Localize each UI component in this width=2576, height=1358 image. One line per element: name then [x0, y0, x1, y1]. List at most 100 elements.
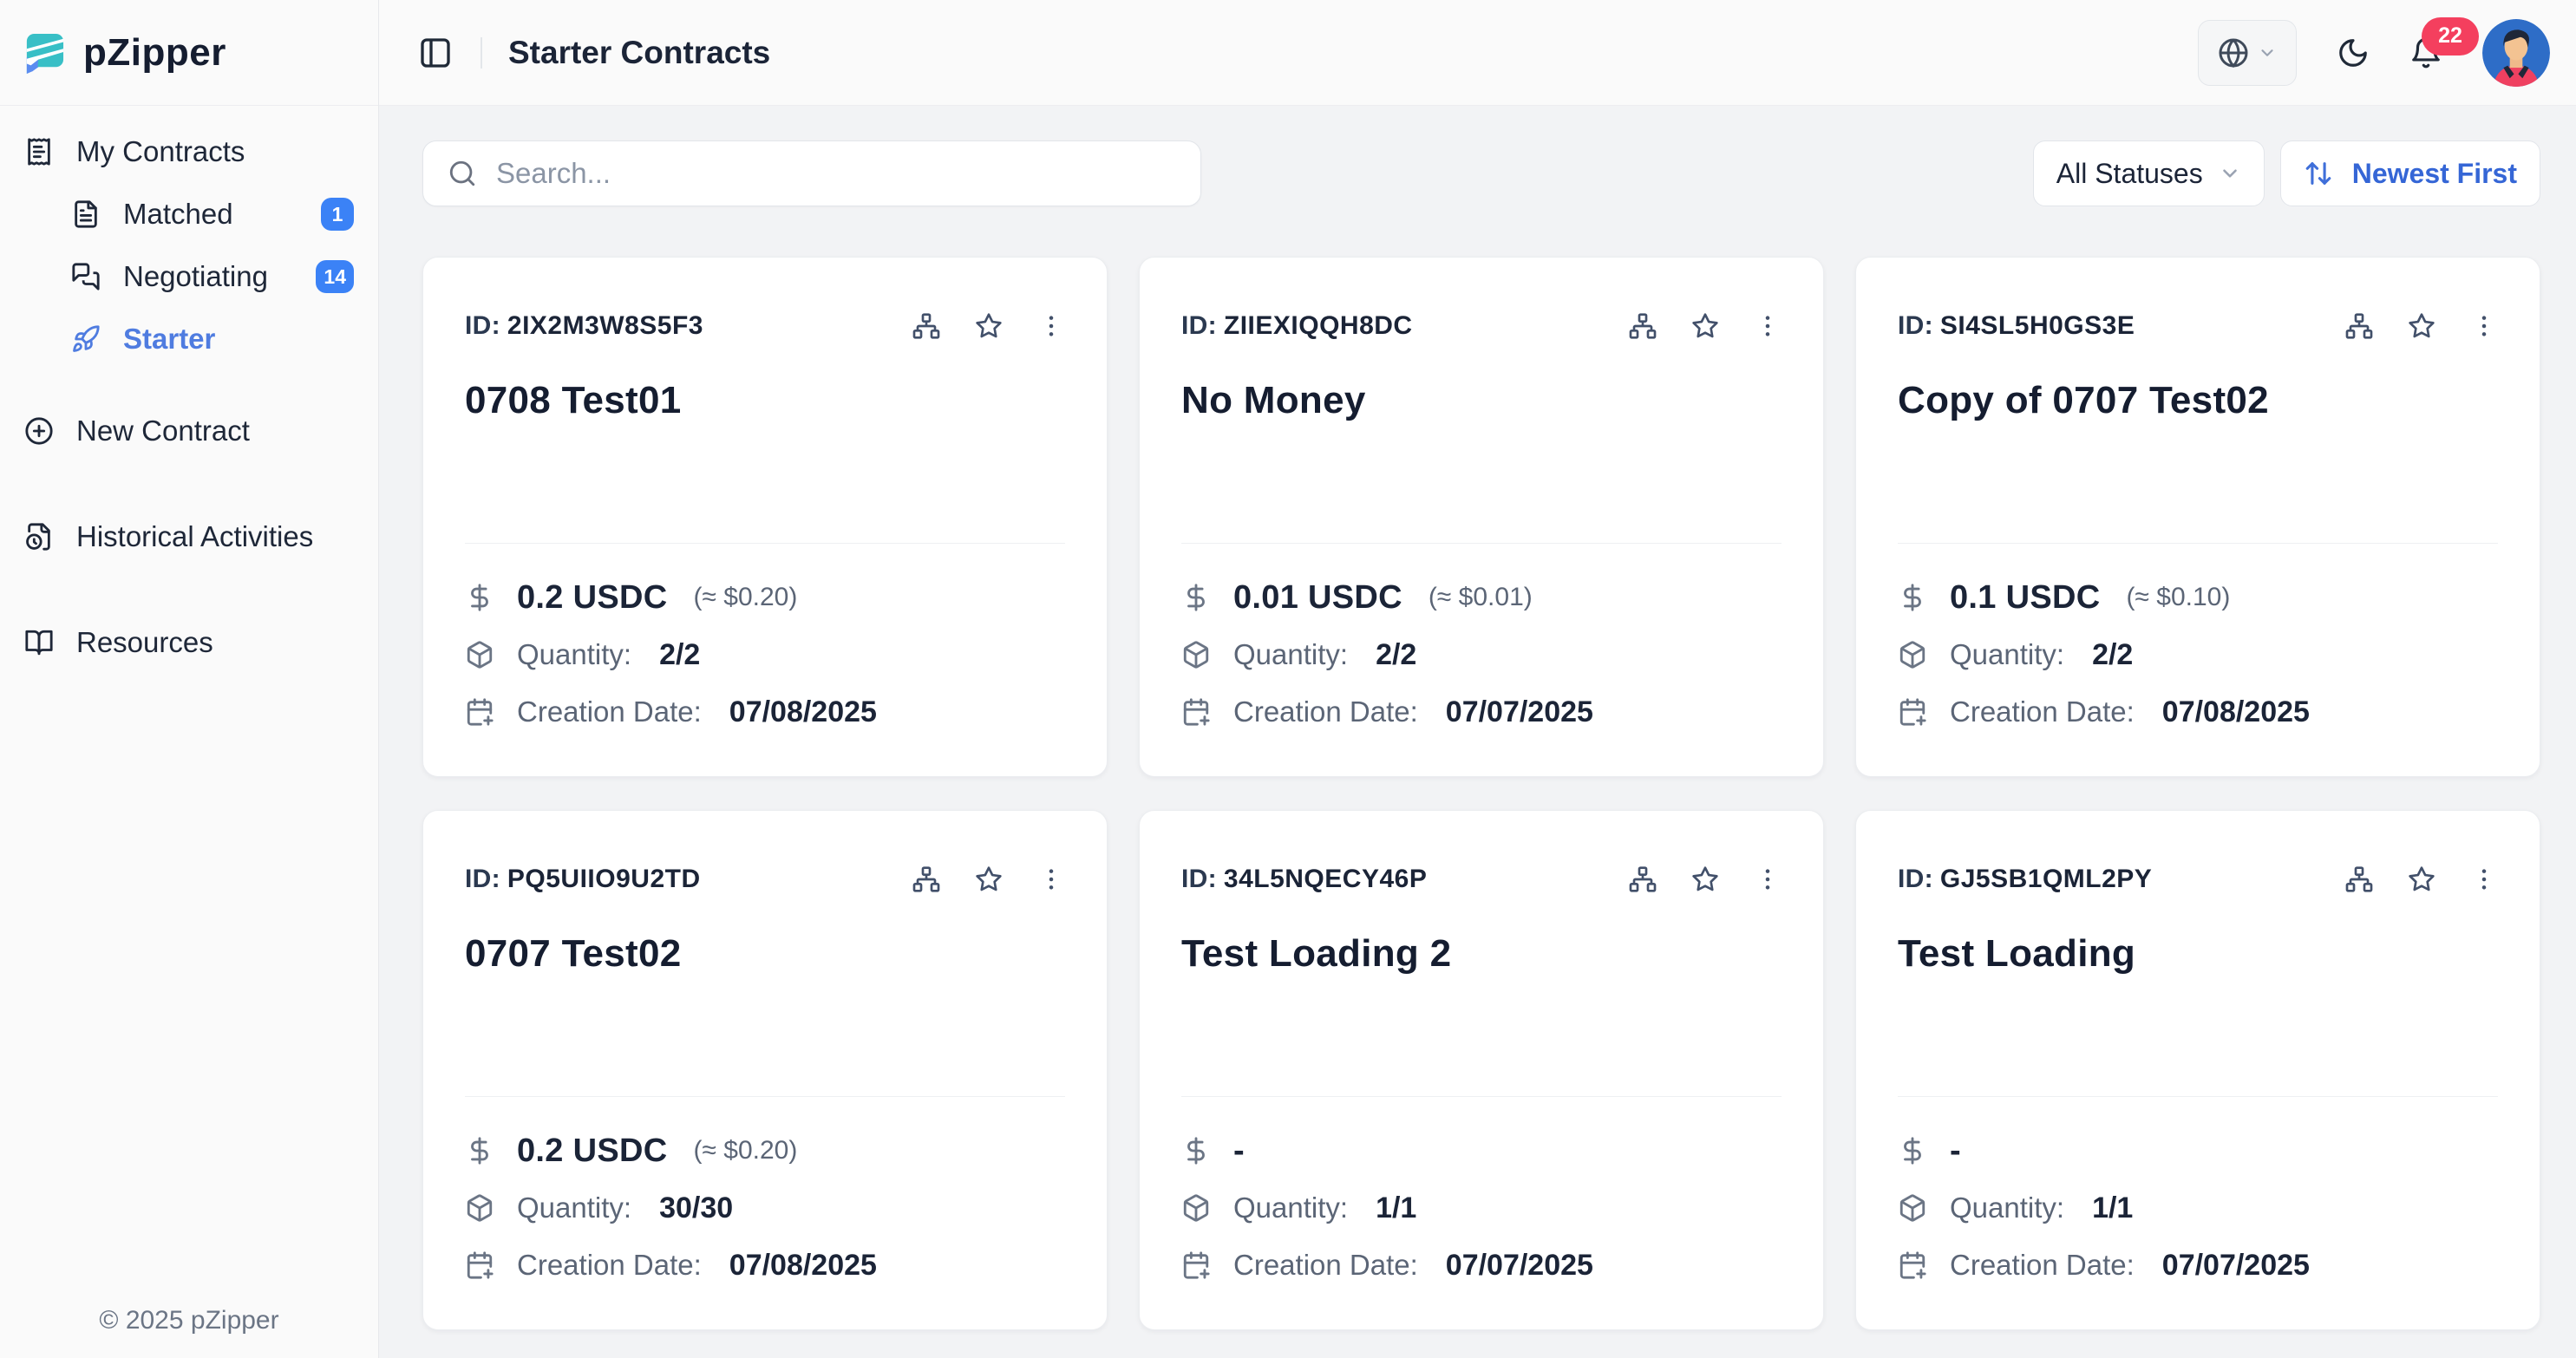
- search-box: [422, 140, 1201, 206]
- sidebar-toggle-icon[interactable]: [418, 36, 453, 70]
- quantity-value: 2/2: [2092, 637, 2134, 671]
- user-avatar[interactable]: [2482, 18, 2550, 87]
- sidebar-nav: My Contracts Matched 1 Negotiating 14 St…: [0, 106, 378, 674]
- status-filter-dropdown[interactable]: All Statuses: [2032, 140, 2265, 206]
- quantity-label: Quantity:: [1233, 1192, 1349, 1224]
- more-menu-icon[interactable]: [1754, 865, 1782, 893]
- dollar-icon: [1187, 584, 1205, 611]
- language-selector-button[interactable]: [2198, 19, 2297, 86]
- search-input[interactable]: [494, 156, 1176, 191]
- package-icon: [1899, 641, 1925, 669]
- avatar-image: [2482, 18, 2550, 87]
- card-header: ID: GJ5SB1QML2PY: [1898, 865, 2498, 894]
- arrow-up-down-icon: [2305, 162, 2331, 185]
- date-label: Creation Date:: [1233, 695, 1418, 728]
- sort-button[interactable]: Newest First: [2279, 140, 2540, 206]
- more-menu-icon[interactable]: [2470, 865, 2498, 893]
- contract-title: 0707 Test02: [465, 932, 682, 975]
- sidebar-item-matched[interactable]: Matched 1: [0, 183, 378, 245]
- package-icon: [1899, 1194, 1925, 1222]
- contract-card[interactable]: ID: ZIIEXIQQH8DC No Money 0.01 USD: [1139, 257, 1824, 777]
- date-value: 07/07/2025: [1445, 695, 1593, 728]
- network-icon[interactable]: [912, 865, 940, 893]
- list-controls: All Statuses Newest First: [422, 140, 2540, 206]
- sidebar-item-historical-activities[interactable]: Historical Activities: [0, 506, 378, 568]
- quantity-label: Quantity:: [1233, 638, 1349, 670]
- header-divider: [481, 36, 482, 69]
- star-icon[interactable]: [2408, 312, 2435, 340]
- star-icon[interactable]: [2408, 865, 2435, 893]
- rocket-icon: [73, 325, 100, 352]
- quantity-value: 30/30: [659, 1191, 734, 1224]
- quantity-row: Quantity: 2/2: [465, 636, 1065, 674]
- star-icon[interactable]: [1691, 312, 1719, 340]
- file-clock-icon: [26, 523, 50, 551]
- contract-id: ID: PQ5UIIO9U2TD: [465, 865, 701, 893]
- sidebar-item-label: Historical Activities: [76, 520, 314, 552]
- card-details: - Quantity: 1/1 Creation Date: 07/07/202…: [1898, 1132, 2498, 1284]
- contract-title: 0708 Test01: [465, 379, 682, 421]
- contract-card[interactable]: ID: 2IX2M3W8S5F3 0708 Test01 0.2 U: [422, 257, 1108, 777]
- card-details: 0.01 USDC (≈ $0.01) Quantity: 2/2 Creati…: [1181, 578, 1782, 731]
- sidebar-item-label: Matched: [123, 198, 233, 230]
- main-area: Starter Contracts 22: [379, 0, 2576, 1358]
- network-icon[interactable]: [2345, 312, 2373, 340]
- status-filter-value: All Statuses: [2056, 157, 2203, 189]
- contract-card[interactable]: ID: 34L5NQECY46P Test Loading 2 -: [1139, 810, 1824, 1330]
- dollar-icon: [1904, 1137, 1921, 1165]
- contract-card[interactable]: ID: SI4SL5H0GS3E Copy of 0707 Test02: [1855, 257, 2540, 777]
- copyright: © 2025 pZipper: [99, 1306, 279, 1335]
- card-divider: [465, 1096, 1065, 1097]
- quantity-row: Quantity: 2/2: [1898, 636, 2498, 674]
- quantity-label: Quantity:: [1950, 638, 2065, 670]
- sidebar-item-label: Starter: [123, 323, 216, 355]
- content-area: All Statuses Newest First ID:2IX2M3W8S5F…: [379, 106, 2576, 1358]
- more-menu-icon[interactable]: [1037, 865, 1065, 893]
- price-approx: (≈ $0.20): [693, 583, 798, 611]
- sidebar: pZipper My Contracts Matched 1 Negotiati…: [0, 0, 379, 1358]
- sidebar-item-negotiating[interactable]: Negotiating 14: [0, 245, 378, 308]
- calendar-plus-icon: [467, 1251, 494, 1279]
- contract-card[interactable]: ID: PQ5UIIO9U2TD 0707 Test02 0.2 U: [422, 810, 1108, 1330]
- filter-sort-controls: All Statuses Newest First: [2032, 140, 2540, 206]
- card-details: 0.2 USDC (≈ $0.20) Quantity: 30/30 Creat…: [465, 1132, 1065, 1284]
- dark-mode-toggle-icon[interactable]: [2337, 36, 2370, 69]
- sidebar-item-my-contracts[interactable]: My Contracts: [0, 121, 378, 183]
- quantity-label: Quantity:: [517, 638, 632, 670]
- price-value: 0.01 USDC: [1233, 578, 1402, 616]
- card-header: ID: 34L5NQECY46P: [1181, 865, 1782, 894]
- more-menu-icon[interactable]: [1037, 312, 1065, 340]
- calendar-plus-icon: [1183, 1251, 1210, 1279]
- star-icon[interactable]: [975, 312, 1003, 340]
- brand[interactable]: pZipper: [0, 0, 378, 106]
- creation-date-row: Creation Date: 07/08/2025: [1898, 693, 2498, 731]
- file-text-icon: [75, 200, 97, 228]
- network-icon[interactable]: [2345, 865, 2373, 893]
- contract-title: Copy of 0707 Test02: [1898, 379, 2269, 421]
- card-actions: [2345, 312, 2498, 340]
- network-icon[interactable]: [1629, 312, 1657, 340]
- page-title: Starter Contracts: [508, 34, 771, 70]
- notifications-button[interactable]: 22: [2409, 16, 2479, 69]
- price-row: -: [1898, 1132, 2498, 1170]
- sort-label: Newest First: [2351, 157, 2517, 189]
- star-icon[interactable]: [1691, 865, 1719, 893]
- network-icon[interactable]: [912, 312, 940, 340]
- quantity-value: 2/2: [1376, 637, 1417, 671]
- star-icon[interactable]: [975, 865, 1003, 893]
- receipt-icon: [28, 138, 50, 166]
- sidebar-item-starter[interactable]: Starter: [0, 308, 378, 370]
- more-menu-icon[interactable]: [1754, 312, 1782, 340]
- header-actions: 22: [2198, 16, 2550, 87]
- more-menu-icon[interactable]: [2470, 312, 2498, 340]
- contract-id: ID: GJ5SB1QML2PY: [1898, 865, 2153, 893]
- price-row: 0.1 USDC (≈ $0.10): [1898, 578, 2498, 617]
- sidebar-item-new-contract[interactable]: New Contract: [0, 400, 378, 462]
- quantity-value: 1/1: [1376, 1191, 1417, 1224]
- network-icon[interactable]: [1629, 865, 1657, 893]
- calendar-plus-icon: [1183, 698, 1210, 726]
- creation-date-row: Creation Date: 07/07/2025: [1181, 1246, 1782, 1284]
- contract-card[interactable]: ID: GJ5SB1QML2PY Test Loading -: [1855, 810, 2540, 1330]
- card-divider: [1181, 1096, 1782, 1097]
- sidebar-item-resources[interactable]: Resources: [0, 611, 378, 674]
